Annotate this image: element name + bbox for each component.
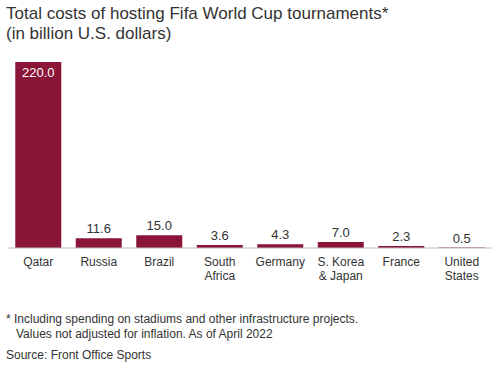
svg-text:UnitedStates: UnitedStates xyxy=(444,255,479,283)
svg-text:Brazil: Brazil xyxy=(144,255,174,269)
html-text:Values not adjusted for inflat: Values not adjusted for inflation. As of… xyxy=(16,327,273,341)
svg-text:15.0: 15.0 xyxy=(147,218,172,233)
svg-text:Germany: Germany xyxy=(256,255,305,269)
html-text:(in billion U.S. dollars): (in billion U.S. dollars) xyxy=(6,24,172,43)
svg-text:SouthAfrica: SouthAfrica xyxy=(204,255,235,283)
html-text:* Including spending on stadiu: * Including spending on stadiums and oth… xyxy=(6,312,359,326)
svg-text:4.3: 4.3 xyxy=(271,227,289,242)
svg-text:220.0: 220.0 xyxy=(22,65,55,80)
svg-text:2.3: 2.3 xyxy=(392,229,410,244)
svg-text:Qatar: Qatar xyxy=(23,255,53,269)
svg-text:Russia: Russia xyxy=(80,255,117,269)
svg-text:0.5: 0.5 xyxy=(453,231,471,246)
svg-text:11.6: 11.6 xyxy=(87,221,111,236)
html-text:Source: Front Office Sports: Source: Front Office Sports xyxy=(6,348,152,362)
svg-text:France: France xyxy=(383,255,421,269)
html-text:Total costs of hosting Fifa Wo: Total costs of hosting Fifa World Cup to… xyxy=(6,4,389,23)
svg-text:S. Korea& Japan: S. Korea& Japan xyxy=(317,255,364,283)
svg-text:7.0: 7.0 xyxy=(332,225,350,240)
svg-text:3.6: 3.6 xyxy=(211,228,229,243)
